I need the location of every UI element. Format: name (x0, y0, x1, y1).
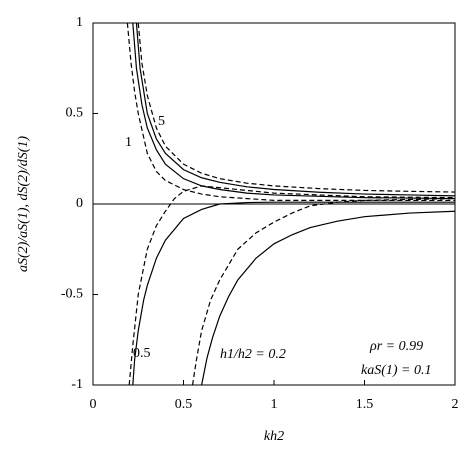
annotation: kaS(1) = 0.1 (361, 363, 432, 378)
curve (191, 197, 455, 385)
curve (137, 23, 455, 193)
annotation: 5 (158, 114, 165, 129)
annotation: h1/h2 = 0.2 (220, 347, 286, 362)
y-tick-label: 1 (76, 15, 83, 30)
plot-area (126, 23, 455, 385)
x-tick-label: 2 (452, 397, 459, 412)
y-tick-label: 0.5 (66, 106, 84, 121)
y-tick-label: -0.5 (61, 287, 83, 302)
curve (132, 201, 455, 385)
y-axis-label: aS(2)/aS(1), dS(2)/dS(1) (16, 136, 31, 272)
annotation: 1 (125, 135, 132, 150)
curve (128, 185, 455, 385)
annotation: 0.5 (133, 346, 151, 361)
x-tick-label: 0 (90, 397, 97, 412)
annotation: ρr = 0.99 (369, 339, 423, 354)
x-tick-label: 1 (271, 397, 278, 412)
curve (135, 23, 455, 197)
x-tick-label: 0.5 (175, 397, 193, 412)
y-tick-label: 0 (76, 196, 83, 211)
curve (201, 210, 455, 385)
y-tick-label: -1 (71, 377, 83, 392)
x-tick-label: 1.5 (356, 397, 374, 412)
curve (132, 23, 455, 200)
curve (126, 23, 455, 201)
x-axis-label: kh2 (264, 429, 284, 444)
